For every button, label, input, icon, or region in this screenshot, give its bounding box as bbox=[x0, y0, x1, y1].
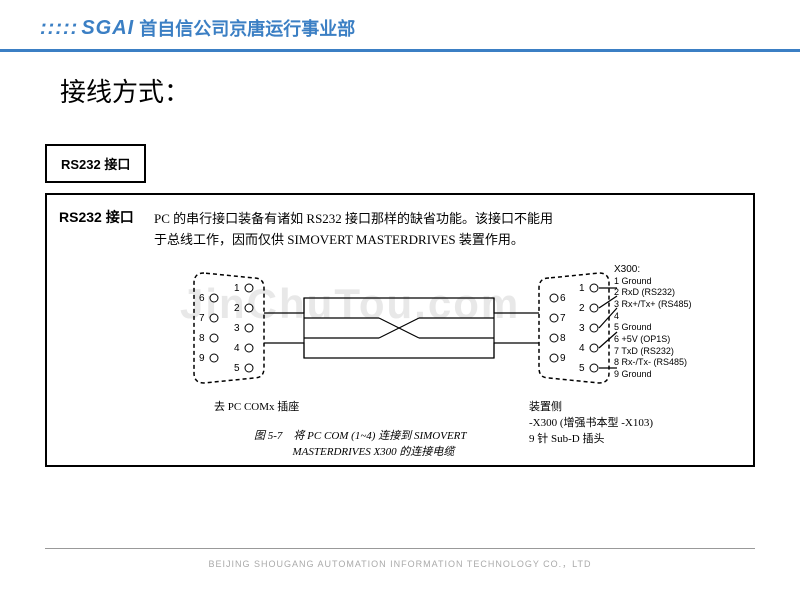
svg-text:4: 4 bbox=[234, 343, 240, 354]
svg-text:4: 4 bbox=[579, 343, 585, 354]
svg-text:1: 1 bbox=[579, 283, 585, 294]
page-footer: BEIJING SHOUGANG AUTOMATION INFORMATION … bbox=[0, 548, 800, 570]
figure-caption: 图 5-7 将 PC COM (1~4) 连接到 SIMOVERT MASTER… bbox=[254, 428, 467, 461]
svg-text:8: 8 bbox=[560, 333, 566, 344]
svg-text:9: 9 bbox=[199, 353, 205, 364]
logo: :::::SGAI bbox=[40, 17, 134, 40]
x300-pinout: X300: 1 Ground 2 RxD (RS232) 3 Rx+/Tx+ (… bbox=[614, 263, 692, 381]
svg-text:5: 5 bbox=[234, 363, 240, 374]
svg-text:6: 6 bbox=[560, 293, 566, 304]
svg-text:6: 6 bbox=[199, 293, 205, 304]
right-connector-label: 装置侧 -X300 (增强书本型 -X103) 9 针 Sub-D 插头 bbox=[529, 398, 653, 446]
svg-text:8: 8 bbox=[199, 333, 205, 344]
svg-text:9: 9 bbox=[560, 353, 566, 364]
svg-text:3: 3 bbox=[234, 323, 240, 334]
svg-text:3: 3 bbox=[579, 323, 585, 334]
svg-text:7: 7 bbox=[199, 313, 205, 324]
left-connector-label: 去 PC COMx 插座 bbox=[214, 398, 299, 414]
small-label-box: RS232 接口 bbox=[45, 144, 146, 183]
company-name: 首自信公司京唐运行事业部 bbox=[139, 15, 355, 41]
svg-text:1: 1 bbox=[234, 283, 240, 294]
svg-text:5: 5 bbox=[579, 363, 585, 374]
main-diagram-box: RS232 接口 PC 的串行接口装备有诸如 RS232 接口那样的缺省功能。该… bbox=[45, 193, 755, 467]
wiring-diagram: 1 2 3 4 5 6 7 8 9 1 2 3 4 5 6 7 8 9 bbox=[59, 263, 741, 453]
svg-text:7: 7 bbox=[560, 313, 566, 324]
svg-text:2: 2 bbox=[579, 303, 585, 314]
page-title: 接线方式： bbox=[0, 52, 800, 129]
svg-text:2: 2 bbox=[234, 303, 240, 314]
page-header: :::::SGAI 首自信公司京唐运行事业部 bbox=[0, 0, 800, 52]
description: PC 的串行接口装备有诸如 RS232 接口那样的缺省功能。该接口不能用 于总线… bbox=[154, 209, 741, 251]
